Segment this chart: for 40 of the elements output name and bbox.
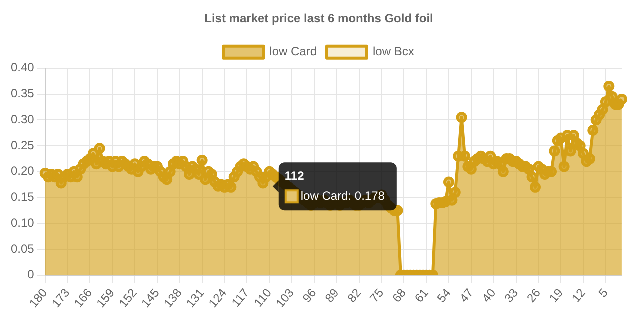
x-tick-label: 12	[569, 286, 589, 306]
x-tick-label: 75	[367, 286, 387, 306]
x-tick-label: 19	[546, 286, 566, 306]
legend-label: low Card	[270, 44, 318, 59]
y-tick-label: 0.35	[10, 86, 35, 101]
x-tick-label: 26	[524, 286, 544, 306]
x-tick-label: 110	[251, 286, 275, 310]
x-tick-label: 61	[412, 286, 432, 306]
x-tick-label: 166	[71, 286, 96, 310]
x-tick-label: 68	[390, 286, 410, 306]
x-tick-label: 5	[596, 286, 611, 300]
y-tick-label: 0.05	[10, 242, 35, 256]
x-tick-label: 159	[94, 286, 118, 310]
chart-title: List market price last 6 months Gold foil	[204, 12, 434, 26]
x-tick-label: 33	[502, 286, 522, 306]
y-tick-label: 0.40	[10, 60, 35, 75]
x-tick-label: 117	[228, 286, 252, 310]
annotation: low Card: 0.178	[300, 188, 386, 203]
x-tick-label: 47	[456, 286, 476, 306]
x-tick-label: 103	[273, 286, 298, 310]
x-tick-label: 131	[184, 286, 208, 310]
y-tick-label: 0.10	[10, 216, 35, 230]
x-tick-label: 180	[26, 286, 50, 310]
x-tick-label: 173	[49, 286, 73, 310]
annotation: 112	[284, 168, 305, 183]
x-tick-label: 96	[300, 286, 320, 306]
y-tick-label: 0.25	[10, 138, 35, 152]
x-tick-label: 145	[138, 286, 163, 310]
y-tick-label: 0.30	[10, 112, 35, 126]
y-tick-label: 0	[28, 268, 35, 282]
x-tick-label: 89	[322, 286, 342, 306]
x-tick-label: 54	[434, 286, 454, 306]
x-tick-label: 40	[479, 286, 499, 306]
x-tick-label: 152	[116, 286, 140, 310]
y-tick-label: 0.20	[10, 164, 35, 178]
legend-label: low Bcx	[373, 44, 414, 59]
x-tick-label: 82	[344, 286, 364, 306]
y-tick-label: 0.15	[10, 190, 35, 204]
x-tick-label: 138	[161, 286, 185, 310]
x-tick-label: 124	[206, 286, 230, 310]
